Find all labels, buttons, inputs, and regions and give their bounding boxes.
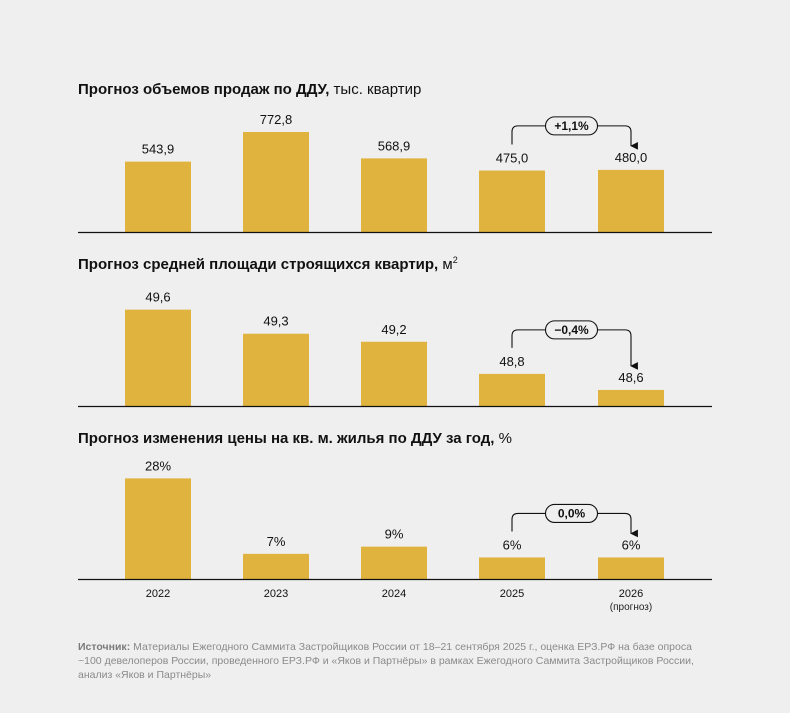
bar-2024: [361, 341, 427, 406]
change-badge-label: −0,4%: [554, 323, 589, 337]
value-label-2023: 49,3: [263, 314, 288, 329]
value-label-2024: 9%: [385, 527, 404, 542]
value-label-2024: 568,9: [378, 138, 411, 153]
bar-2022: [125, 161, 191, 232]
change-badge: [544, 503, 599, 523]
tick-note-2026: (прогноз): [610, 602, 652, 613]
panel-title-rest: %: [494, 430, 512, 447]
value-label-2023: 7%: [267, 534, 286, 549]
panel-title-bold: Прогноз изменения цены на кв. м. жилья п…: [78, 430, 494, 447]
panel-title: Прогноз объемов продаж по ДДУ, тыс. квар…: [78, 81, 421, 98]
change-badge-label: +1,1%: [554, 119, 589, 133]
panel-title-rest: тыс. квартир: [329, 81, 421, 98]
value-label-2025: 475,0: [496, 151, 529, 166]
bar-2023: [243, 333, 309, 406]
bar-2023: [243, 553, 309, 579]
bar-2026: [598, 389, 664, 406]
value-label-2026: 480,0: [615, 150, 648, 165]
panel-title-bold: Прогноз средней площади строящихся кварт…: [78, 256, 438, 273]
bar-2024: [361, 158, 427, 232]
tick-label-2025: 2025: [500, 588, 524, 600]
source-text: Материалы Ежегодного Саммита Застройщико…: [78, 641, 694, 681]
bar-2025: [479, 373, 545, 406]
bar-2026: [598, 169, 664, 232]
panel-title-bold: Прогноз объемов продаж по ДДУ,: [78, 81, 329, 98]
panel-3: Прогноз изменения цены на кв. м. жилья п…: [78, 430, 712, 581]
x-ticks: 2022 2023 2024 2025 2026 (прогноз): [146, 588, 652, 613]
value-label-2026: 48,6: [618, 370, 643, 385]
bar-2025: [479, 557, 545, 579]
value-label-2022: 543,9: [142, 142, 175, 157]
bar-2025: [479, 170, 545, 232]
value-label-2026: 6%: [622, 537, 641, 552]
panel-title: Прогноз изменения цены на кв. м. жилья п…: [78, 430, 512, 447]
panel-title-rest: м: [438, 256, 452, 273]
tick-label-2023: 2023: [264, 588, 288, 600]
value-label-2024: 49,2: [381, 322, 406, 337]
panel-2: Прогноз средней площади строящихся кварт…: [78, 255, 712, 408]
change-badge-label: 0,0%: [558, 506, 586, 520]
tick-label-2024: 2024: [382, 588, 406, 600]
source-label: Источник:: [78, 641, 131, 653]
panel-title: Прогноз средней площади строящихся кварт…: [78, 255, 458, 273]
bar-2022: [125, 478, 191, 579]
value-label-2025: 48,8: [499, 354, 524, 369]
value-label-2022: 28%: [145, 458, 171, 473]
tick-label-2026: 2026: [619, 588, 643, 600]
value-label-2023: 772,8: [260, 112, 293, 127]
panel-1: Прогноз объемов продаж по ДДУ, тыс. квар…: [78, 81, 712, 234]
bar-2023: [243, 131, 309, 232]
tick-label-2022: 2022: [146, 588, 170, 600]
value-label-2022: 49,6: [145, 290, 170, 305]
source-note: Источник: Материалы Ежегодного Саммита З…: [78, 640, 718, 682]
change-badge: [544, 320, 599, 340]
change-badge: [544, 116, 599, 136]
bar-2022: [125, 309, 191, 406]
value-label-2025: 6%: [503, 537, 522, 552]
bar-2026: [598, 557, 664, 579]
bar-2024: [361, 546, 427, 579]
panel-title-sup: 2: [453, 255, 458, 265]
